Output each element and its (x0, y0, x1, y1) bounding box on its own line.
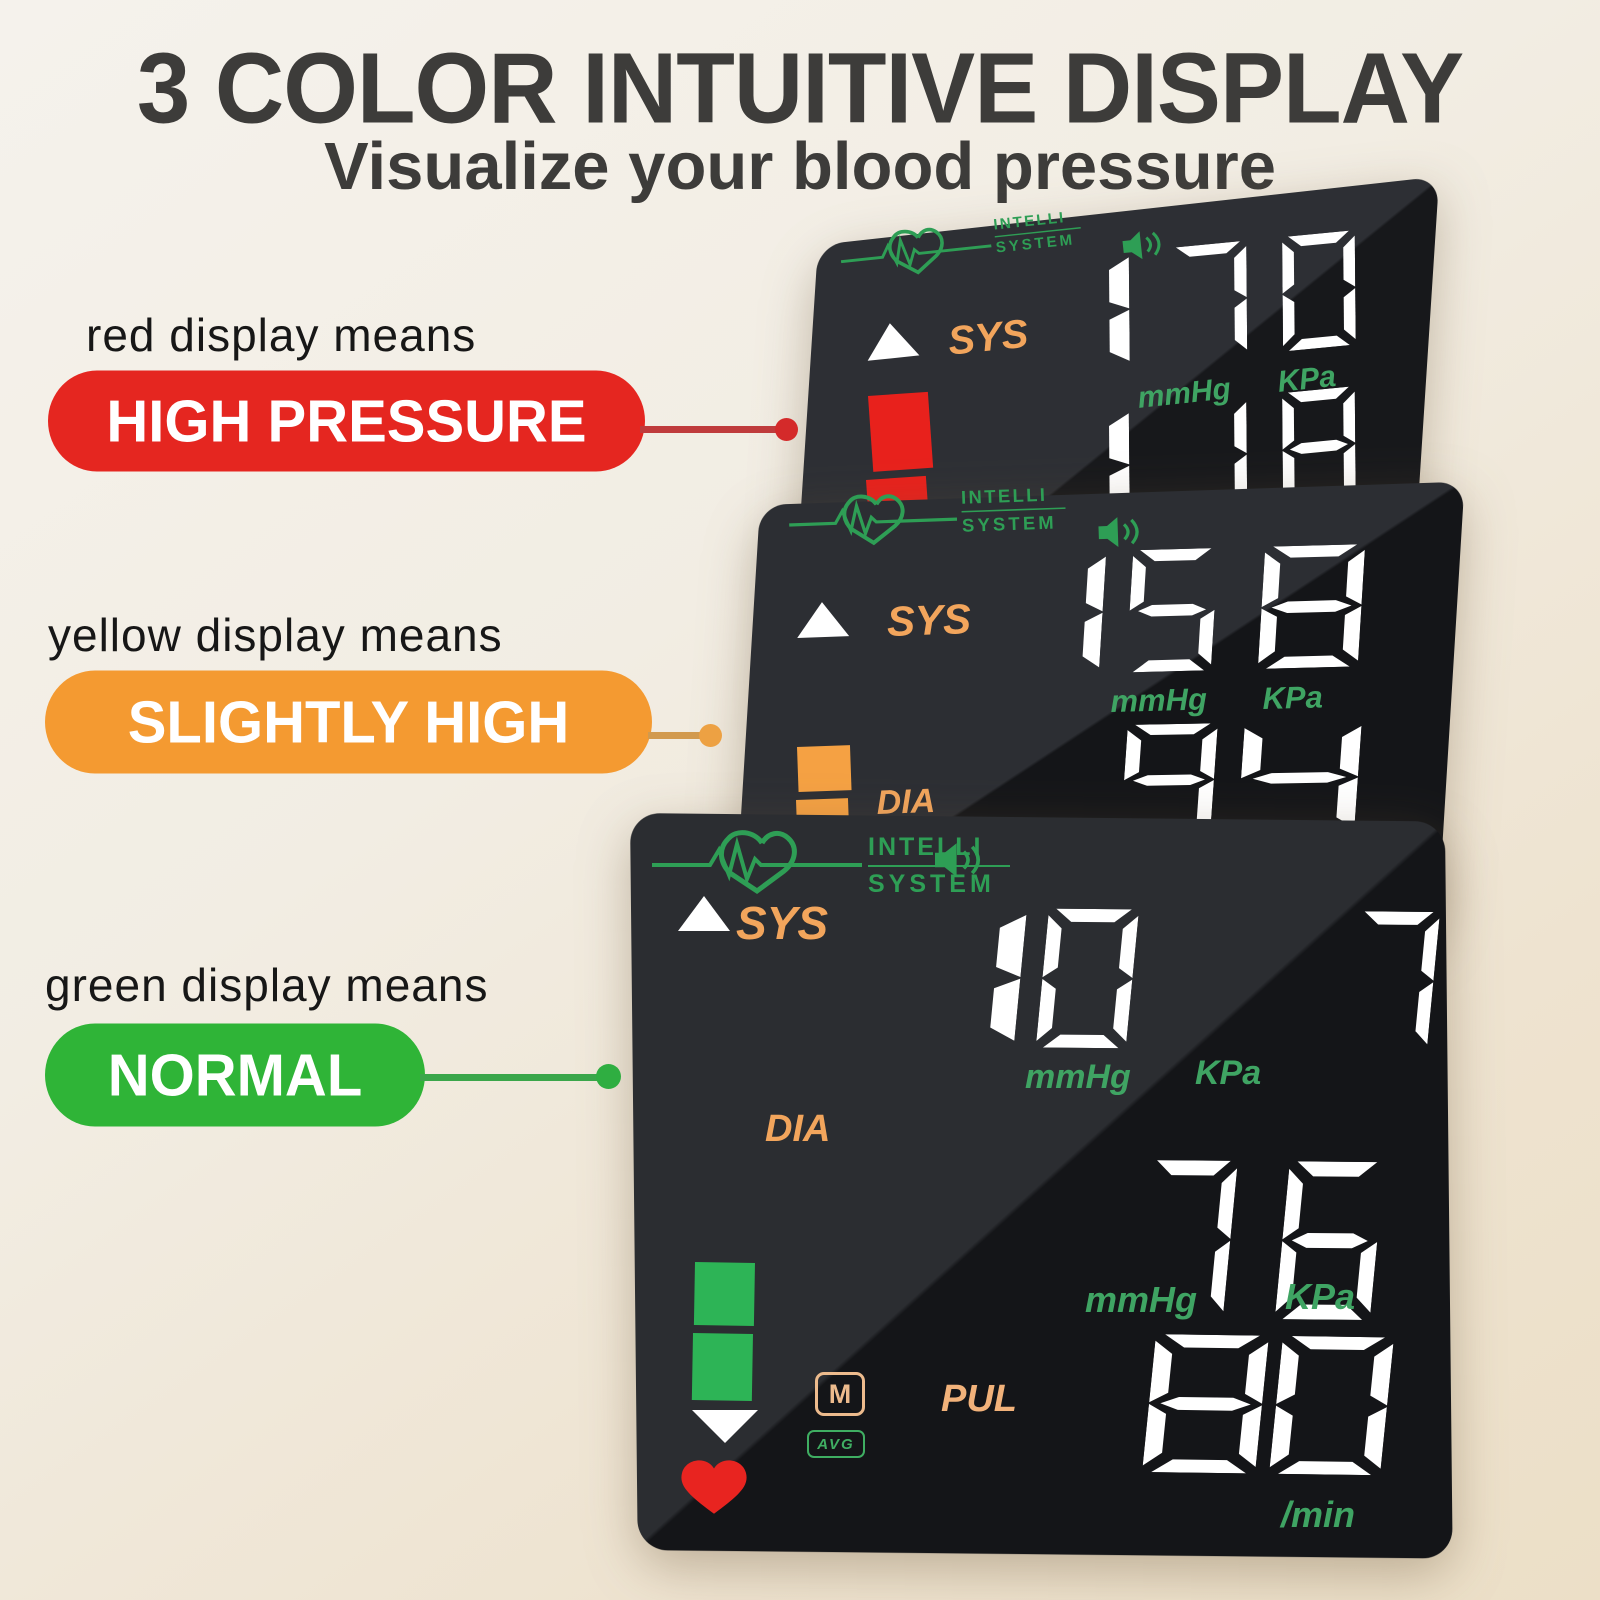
mmhg-unit-2: mmHg (1085, 1279, 1198, 1320)
speaker-icon (1122, 231, 1161, 260)
dia-value-digits (1139, 1160, 1378, 1320)
dia-value-digits-partial (1086, 386, 1356, 525)
sys-label: SYS (886, 595, 972, 645)
up-arrow-icon (678, 896, 730, 931)
dia-label: DIA (765, 1108, 831, 1150)
sys-label: SYS (946, 311, 1031, 364)
brand-name: INTELLI (992, 209, 1067, 234)
heartbeat-logo-icon (789, 494, 958, 546)
brand-name-2: SYSTEM (995, 231, 1076, 257)
level-indicator-segment (796, 798, 850, 842)
logo-divider (994, 227, 1081, 238)
intelli-system-logo: INTELLI SYSTEM (788, 483, 1067, 550)
intelli-system-logo: INTELLI SYSTEM (838, 208, 1084, 285)
dia-value-digits (1120, 723, 1362, 837)
high-pressure-pill: HIGH PRESSURE (48, 370, 645, 472)
kpa-unit: KPa (1195, 1054, 1262, 1092)
mmhg-unit: mmHg (1110, 681, 1208, 719)
display-screen (787, 176, 1440, 712)
brand-name: INTELLI (960, 483, 1048, 508)
green-connector-dot (596, 1064, 621, 1089)
heartbeat-logo-icon (840, 227, 992, 275)
kpa-unit-2: KPa (1285, 1276, 1356, 1317)
heart-icon (681, 1460, 747, 1514)
level-indicator-segment (868, 391, 934, 472)
sys-label: SYS (736, 897, 829, 949)
yellow-connector-dot (699, 724, 722, 747)
sys-value-digits (979, 908, 1440, 1049)
sys-value-digits (1065, 544, 1365, 674)
per-min-unit: /min (1281, 1494, 1356, 1535)
red-connector-line (640, 426, 785, 433)
brand-name: INTELLI (868, 833, 984, 861)
logo-divider (868, 865, 1010, 867)
brand-name-2: SYSTEM (961, 511, 1058, 536)
mmhg-unit: mmHg (1136, 372, 1233, 415)
heartbeat-logo-icon (652, 830, 862, 895)
logo-divider (961, 507, 1066, 513)
pul-value-digits (1142, 1334, 1394, 1476)
intelli-system-logo: INTELLI SYSTEM (652, 825, 1010, 899)
up-arrow-icon (796, 601, 850, 638)
speaker-icon (935, 843, 980, 877)
yellow-connector-line (648, 732, 708, 739)
page-subtitle: Visualize your blood pressure (324, 129, 1276, 204)
display-screen (630, 813, 1453, 1559)
kpa-unit: KPa (1262, 679, 1324, 716)
normal-pill: NORMAL (45, 1023, 425, 1127)
speaker-icon (1098, 517, 1139, 547)
mmhg-unit: mmHg (1025, 1058, 1131, 1096)
memory-badge: M (815, 1372, 865, 1416)
level-indicator-segment (693, 1262, 755, 1327)
brand-name-2: SYSTEM (868, 870, 995, 898)
down-arrow-icon (692, 1410, 758, 1443)
red-caption: red display means (86, 309, 477, 361)
green-caption: green display means (45, 959, 489, 1011)
level-indicator-segment (691, 1333, 753, 1402)
pul-label: PUL (941, 1378, 1017, 1420)
up-arrow-icon (864, 320, 920, 361)
avg-badge: AVG (807, 1430, 865, 1458)
red-connector-dot (775, 418, 798, 441)
kpa-unit: KPa (1276, 359, 1338, 399)
level-indicator-segment (866, 475, 932, 564)
sys-value-digits (1086, 230, 1356, 369)
dia-label: DIA (876, 781, 936, 822)
display-screen (732, 481, 1465, 962)
green-connector-line (420, 1074, 608, 1081)
slightly-high-pill: SLIGHTLY HIGH (45, 670, 652, 774)
page-title: 3 COLOR INTUITIVE DISPLAY (136, 32, 1464, 145)
yellow-caption: yellow display means (48, 609, 503, 661)
level-indicator-segment (797, 745, 852, 792)
